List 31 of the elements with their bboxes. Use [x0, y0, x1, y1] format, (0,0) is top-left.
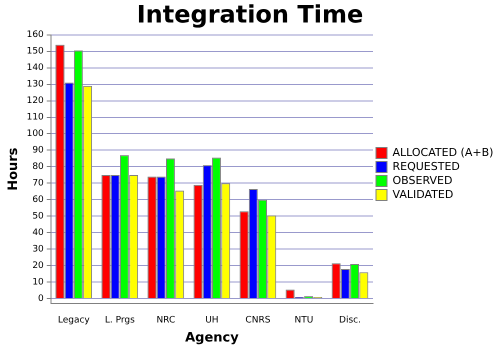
y-tick-label: 80 — [32, 162, 44, 172]
y-tick-label: 0 — [38, 294, 44, 304]
y-tick-label: 100 — [26, 129, 44, 140]
y-tick-label: 140 — [26, 63, 44, 74]
x-tick-label: UH — [205, 315, 219, 326]
x-axis-title: Agency — [185, 330, 240, 346]
y-tick-label: 110 — [26, 112, 44, 123]
y-tick-label: 50 — [32, 212, 44, 222]
y-tick-label: 150 — [26, 46, 44, 57]
y-tick-label: 120 — [26, 96, 44, 106]
x-tick-label: Legacy — [58, 315, 90, 326]
legend-label: REQUESTED — [392, 160, 460, 173]
x-tick-label: L. Prgs — [104, 315, 136, 326]
x-tick-label: NRC — [156, 315, 176, 326]
y-tick-label: 40 — [32, 228, 44, 238]
y-tick-label: 90 — [32, 146, 44, 156]
y-tick-label: 20 — [32, 261, 44, 272]
y-tick-label: 60 — [32, 195, 44, 206]
y-tick-label: 70 — [32, 178, 44, 189]
y-tick-label: 130 — [26, 80, 44, 90]
y-tick-label: 160 — [26, 30, 44, 40]
y-axis-title: Hours — [6, 147, 22, 191]
x-tick-label: CNRS — [245, 315, 271, 326]
x-tick-label: Disc. — [339, 315, 361, 326]
legend-label: ALLOCATED (A+B) — [392, 146, 494, 159]
legend-label: OBSERVED — [392, 174, 452, 187]
y-tick-label: 30 — [32, 244, 44, 255]
legend-label: VALIDATED — [392, 188, 454, 201]
x-tick-label: NTU — [294, 315, 314, 326]
y-tick-label: 10 — [32, 278, 44, 288]
chart-title: Integration Time — [136, 0, 364, 29]
